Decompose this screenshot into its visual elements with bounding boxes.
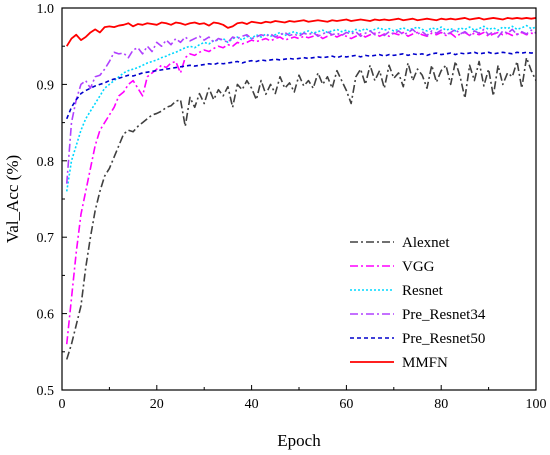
y-tick-label: 0.9 bbox=[37, 78, 55, 93]
y-tick-label: 0.8 bbox=[37, 155, 55, 170]
y-tick-label: 1.0 bbox=[37, 2, 55, 17]
x-tick-label: 100 bbox=[526, 397, 547, 412]
legend-label: Resnet bbox=[402, 283, 444, 299]
series-line-alexnet bbox=[65, 56, 536, 360]
y-tick-label: 0.5 bbox=[37, 384, 55, 399]
series-line-resnet bbox=[65, 24, 536, 192]
series-line-mmfn bbox=[65, 17, 536, 47]
x-tick-label: 20 bbox=[150, 397, 164, 412]
x-tick-label: 0 bbox=[59, 397, 66, 412]
series-line-pre-resnet34 bbox=[65, 28, 536, 184]
legend-label: VGG bbox=[402, 259, 435, 275]
series-layer bbox=[65, 17, 536, 360]
x-tick-label: 80 bbox=[434, 397, 448, 412]
legend: Alexnet VGG Resnet Pre_Resnet34 Pre_Resnet50… bbox=[350, 235, 486, 371]
x-tick-label: 40 bbox=[245, 397, 259, 412]
legend-label: Alexnet bbox=[402, 235, 450, 251]
x-tick-label: 60 bbox=[339, 397, 353, 412]
y-tick-label: 0.7 bbox=[37, 231, 55, 246]
y-tick-label: 0.6 bbox=[37, 308, 55, 323]
legend-label: Pre_Resnet34 bbox=[402, 307, 486, 323]
legend-label: Pre_Resnet50 bbox=[402, 331, 485, 347]
y-axis: 0.5 0.6 0.7 0.8 0.9 1.0 bbox=[37, 2, 67, 399]
x-axis-title: Epoch bbox=[277, 431, 321, 450]
x-axis: 0 20 40 60 80 100 bbox=[59, 385, 547, 412]
y-axis-title: Val_Acc (%) bbox=[3, 155, 22, 243]
series-line-vgg bbox=[65, 31, 536, 345]
series-line-pre-resnet50 bbox=[66, 51, 536, 120]
legend-label: MMFN bbox=[402, 355, 448, 371]
